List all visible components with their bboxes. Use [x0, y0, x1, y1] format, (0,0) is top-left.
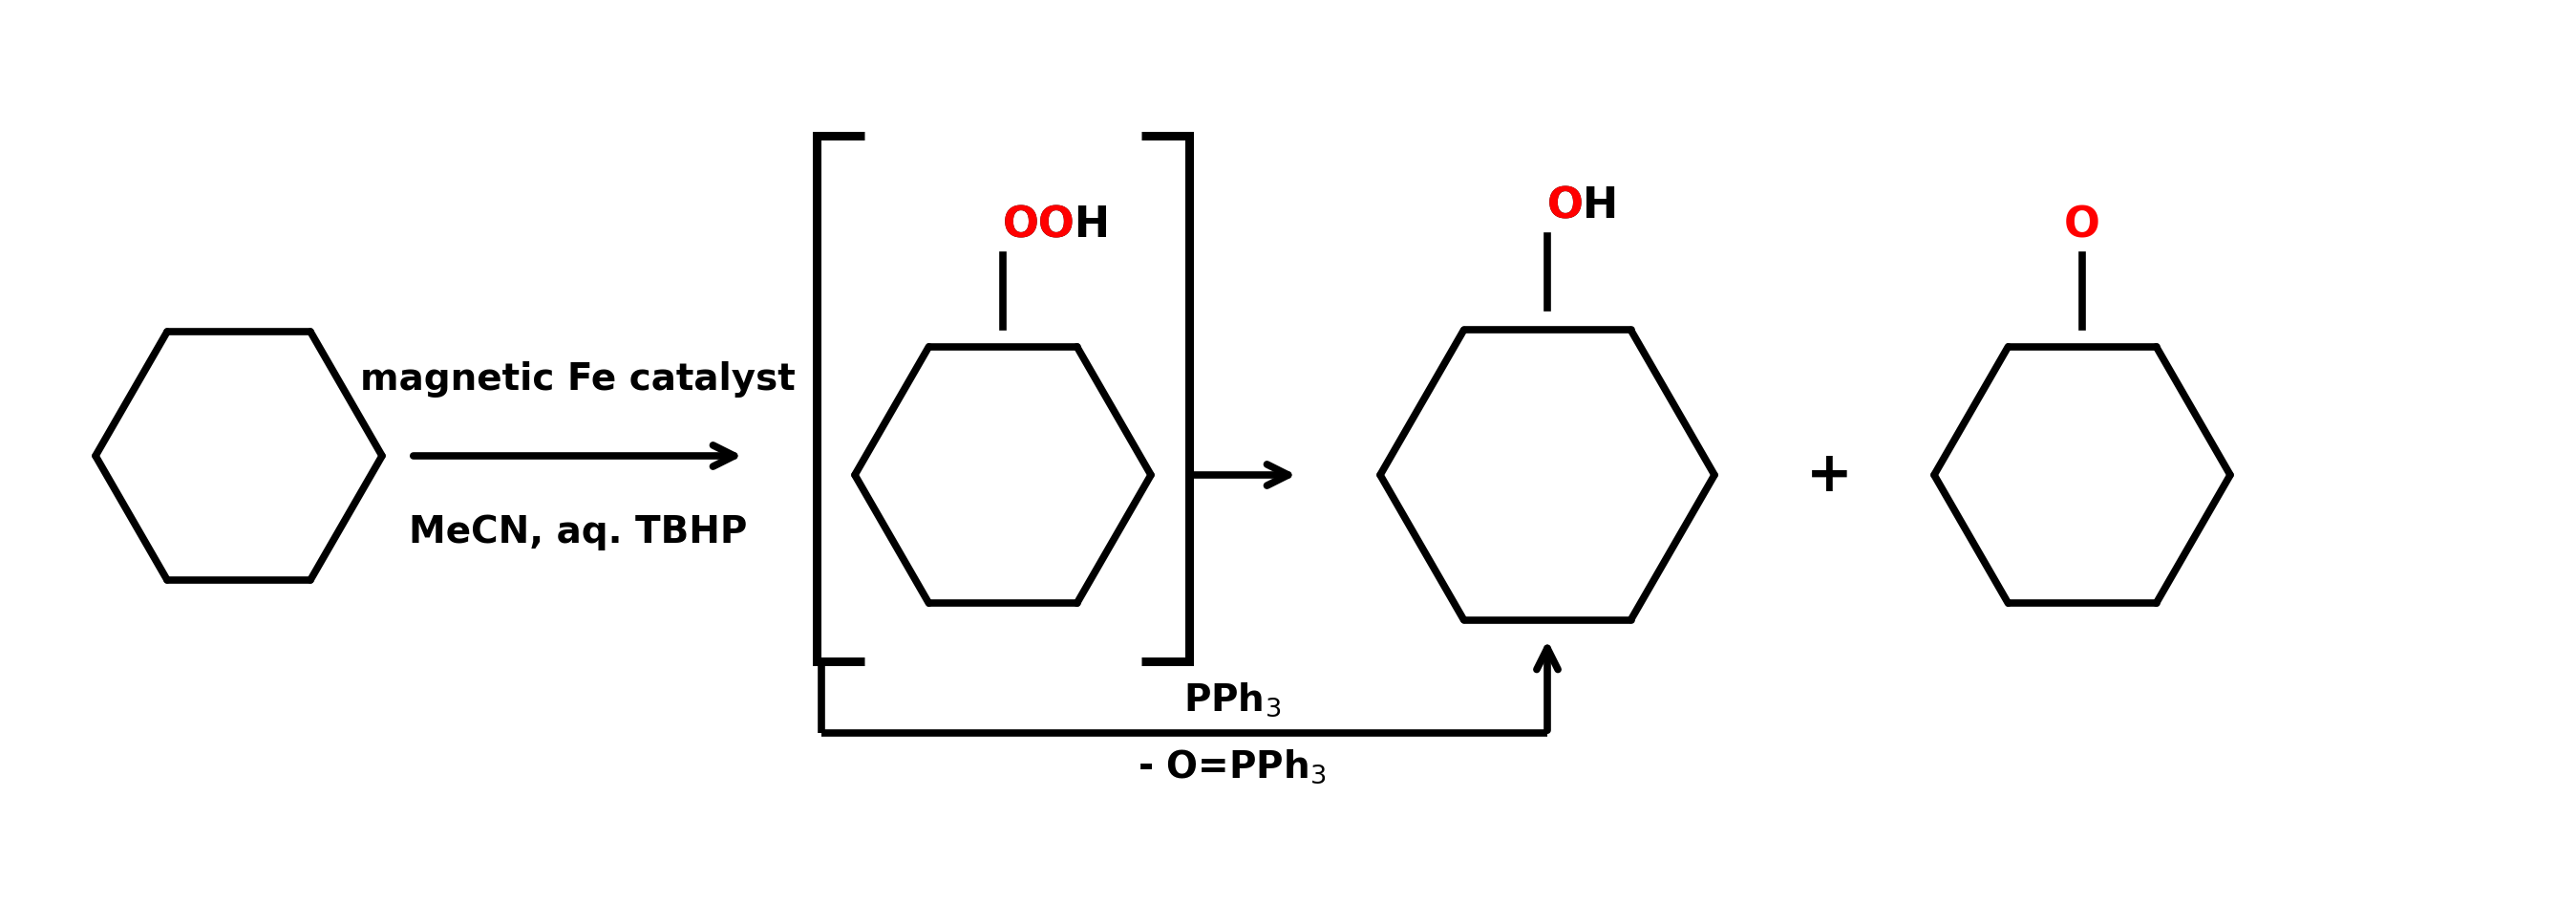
Text: MeCN, aq. TBHP: MeCN, aq. TBHP	[410, 514, 747, 550]
Text: +: +	[1806, 448, 1852, 502]
Text: - O=PPh$_3$: - O=PPh$_3$	[1139, 748, 1327, 786]
Text: PPh$_3$: PPh$_3$	[1182, 681, 1280, 719]
Text: O: O	[1548, 186, 1584, 226]
Text: OH: OH	[1548, 186, 1620, 226]
Text: OO: OO	[1002, 205, 1074, 245]
Text: O: O	[2063, 205, 2099, 245]
Text: OOH: OOH	[1002, 205, 1110, 245]
Text: magnetic Fe catalyst: magnetic Fe catalyst	[361, 361, 796, 397]
